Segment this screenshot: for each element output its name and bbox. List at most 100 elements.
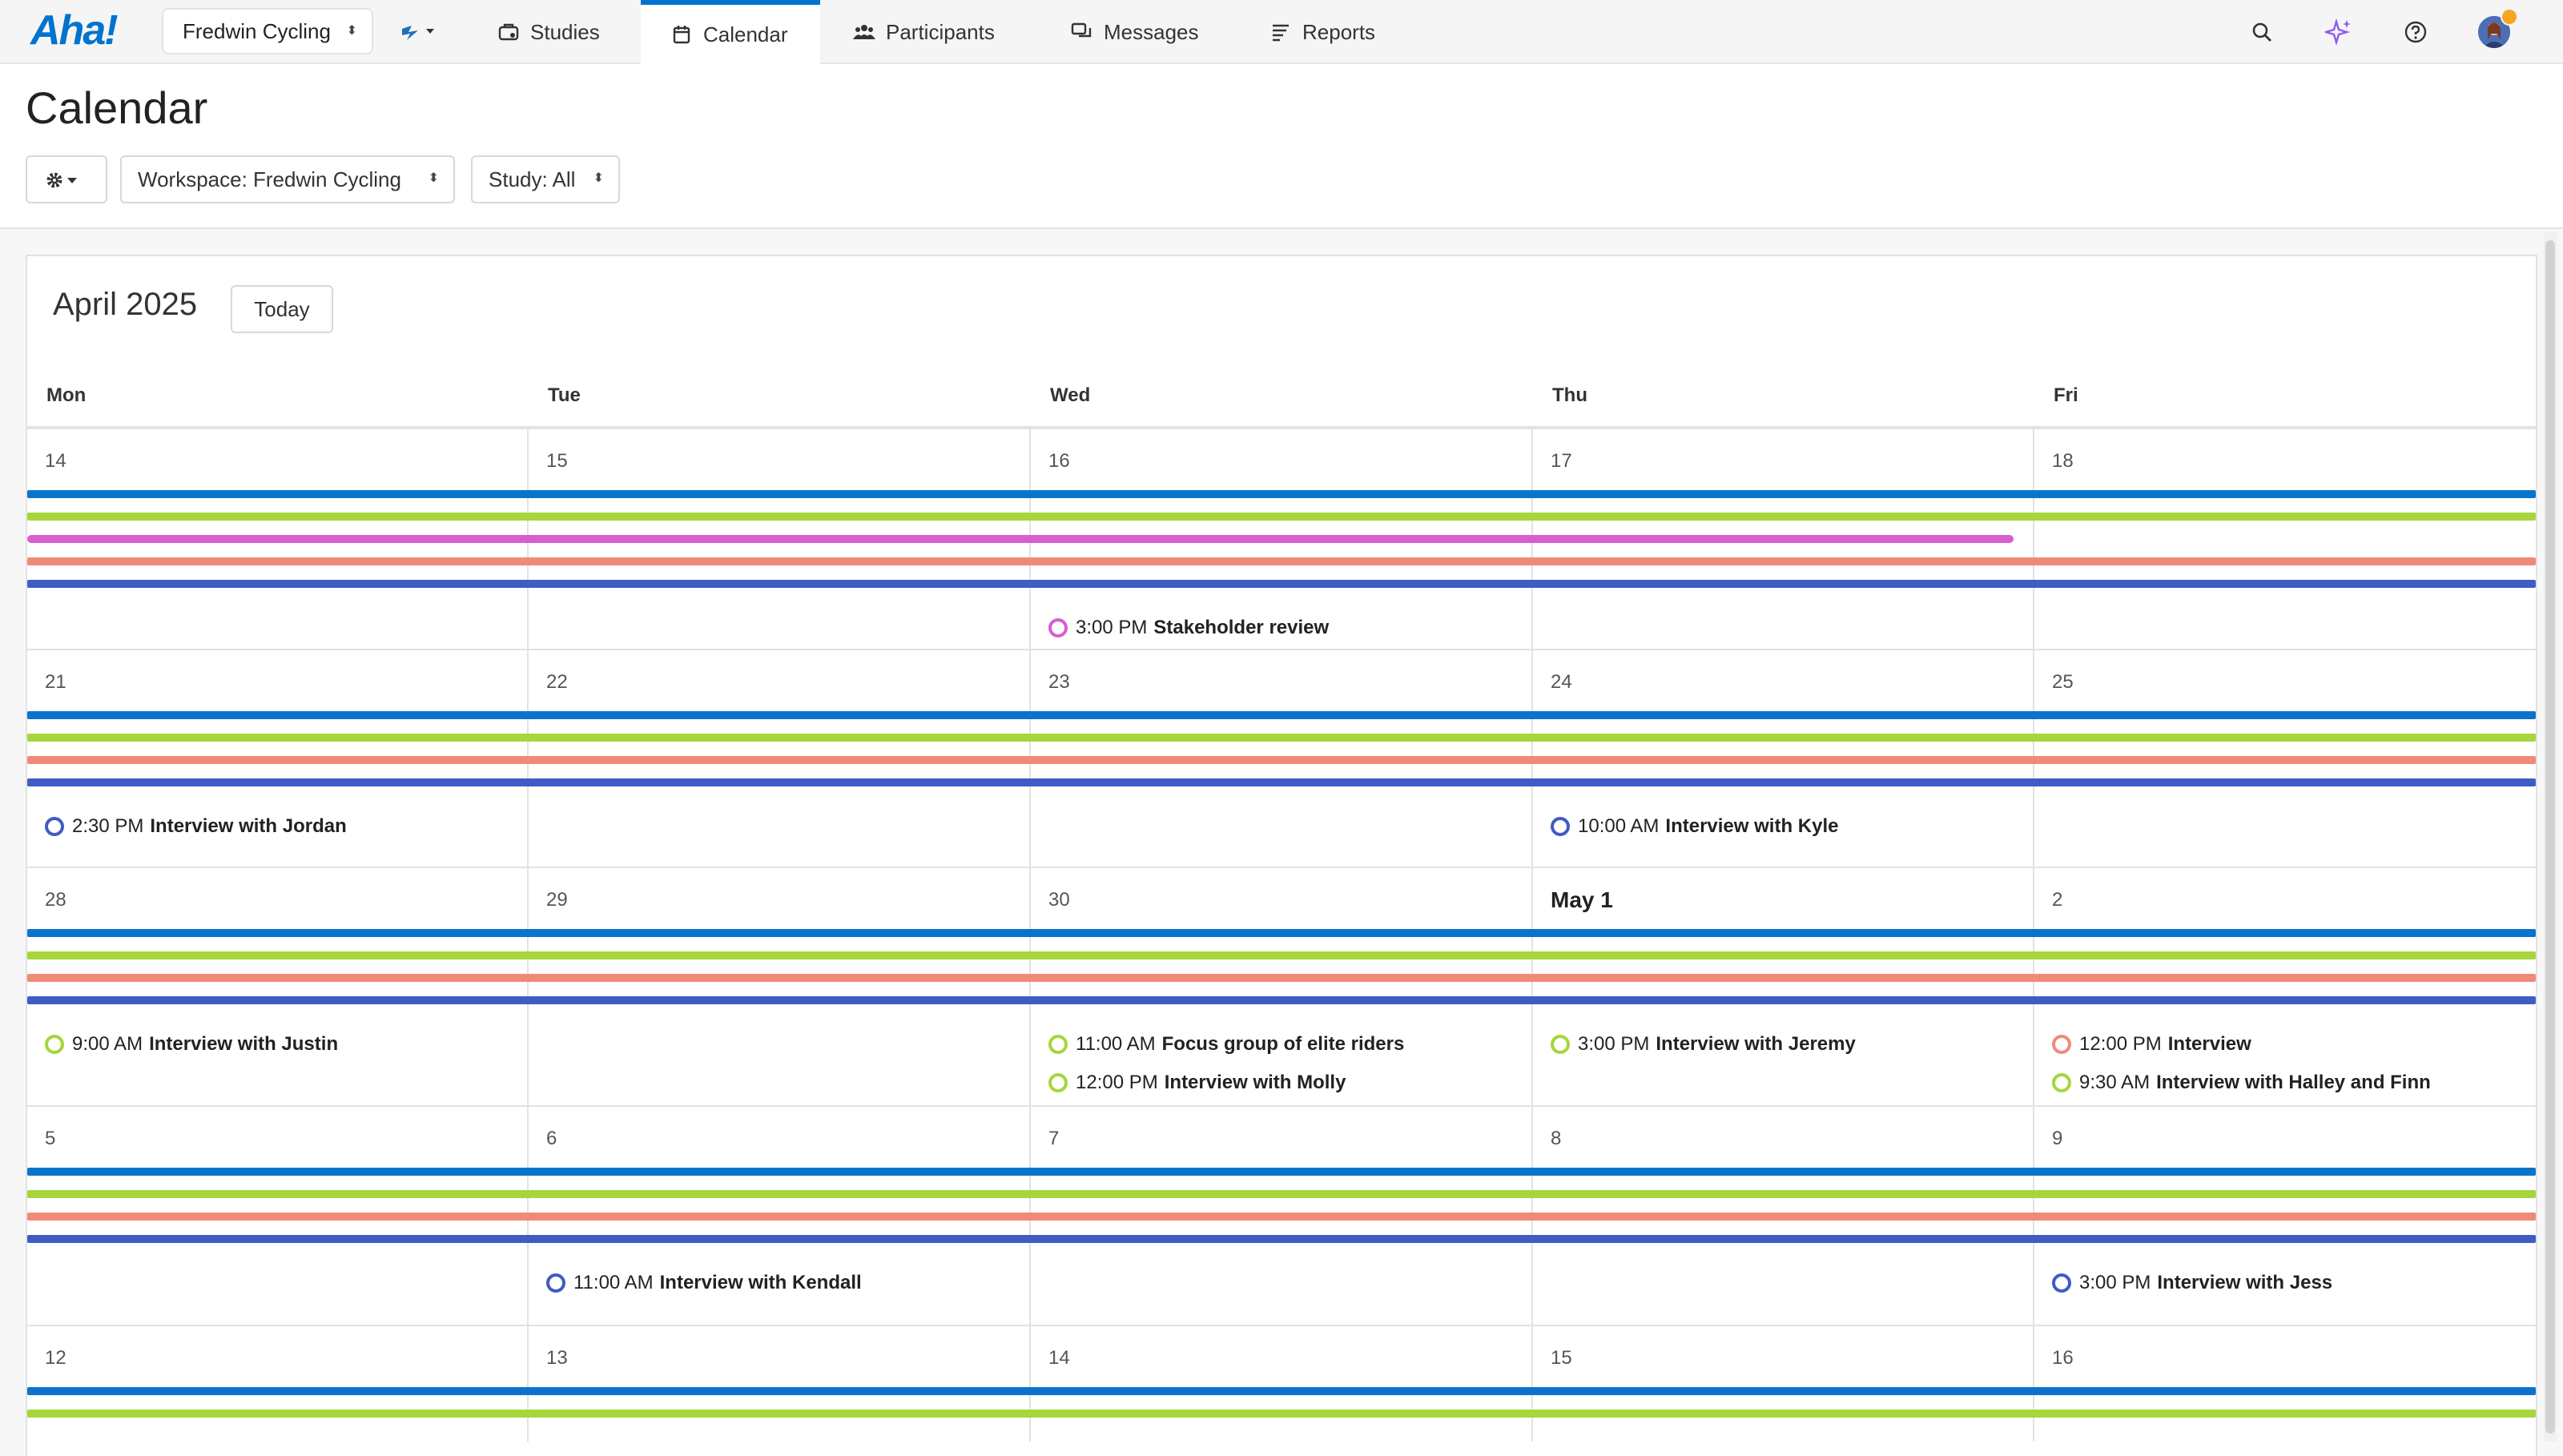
day-number[interactable]: 8: [1551, 1128, 1562, 1149]
calendar-event[interactable]: 12:00 PM Interview: [2052, 1033, 2251, 1056]
day-number[interactable]: 5: [45, 1128, 56, 1149]
settings-dropdown[interactable]: [26, 155, 107, 203]
event-time: 10:00 AM: [1578, 815, 1660, 837]
calendar-event[interactable]: 9:00 AM Interview with Justin: [45, 1033, 338, 1056]
day-number[interactable]: 30: [1048, 889, 1070, 911]
event-time: 12:00 PM: [2079, 1033, 2162, 1055]
nav-messages[interactable]: Messages: [1070, 0, 1199, 64]
user-avatar[interactable]: [2478, 16, 2510, 48]
calendar-event[interactable]: 3:00 PM Interview with Jeremy: [1551, 1033, 1856, 1056]
study-bar-green[interactable]: [27, 734, 2536, 742]
day-number[interactable]: 28: [45, 889, 66, 911]
study-bar-indigo[interactable]: [27, 778, 2536, 786]
workspace-switcher-label: Fredwin Cycling: [183, 19, 331, 43]
study-bar-indigo[interactable]: [27, 580, 2536, 588]
calendar-event[interactable]: 11:00 AM Interview with Kendall: [546, 1272, 862, 1294]
study-bar-salmon[interactable]: [27, 1213, 2536, 1221]
scrollbar-thumb[interactable]: [2545, 240, 2555, 1434]
today-button[interactable]: Today: [231, 285, 333, 333]
day-number[interactable]: 14: [1048, 1347, 1070, 1369]
day-number[interactable]: 13: [546, 1347, 568, 1369]
event-time: 3:00 PM: [2079, 1272, 2151, 1293]
study-bar-blue[interactable]: [27, 1387, 2536, 1395]
weekday-header: Wed: [1050, 384, 1091, 406]
search-button[interactable]: [2246, 16, 2278, 48]
day-number[interactable]: 6: [546, 1128, 557, 1149]
day-number[interactable]: 2: [2052, 889, 2063, 911]
calendar-event[interactable]: 11:00 AM Focus group of elite riders: [1048, 1033, 1404, 1056]
calendar-event[interactable]: 3:00 PM Interview with Jess: [2052, 1272, 2332, 1294]
calendar-event[interactable]: 3:00 PM Stakeholder review: [1048, 617, 1329, 639]
quick-actions-dropdown[interactable]: [399, 18, 447, 46]
day-number[interactable]: 17: [1551, 450, 1572, 472]
study-bar-indigo[interactable]: [27, 996, 2536, 1004]
event-status-ring-icon: [1048, 1073, 1068, 1092]
nav-calendar[interactable]: Calendar: [641, 0, 820, 64]
study-bar-pink[interactable]: [27, 535, 2014, 543]
day-number[interactable]: 25: [2052, 671, 2074, 693]
day-number[interactable]: 23: [1048, 671, 1070, 693]
event-status-ring-icon: [1551, 817, 1570, 836]
day-number[interactable]: 12: [45, 1347, 66, 1369]
day-number[interactable]: 29: [546, 889, 568, 911]
help-icon: [2404, 21, 2427, 43]
month-title: April 2025: [53, 287, 198, 322]
calendar-event[interactable]: 12:00 PM Interview with Molly: [1048, 1072, 1346, 1094]
study-bar-blue[interactable]: [27, 1168, 2536, 1176]
calendar-event[interactable]: 2:30 PM Interview with Jordan: [45, 815, 347, 838]
day-number[interactable]: 15: [546, 450, 568, 472]
calendar-event[interactable]: 10:00 AM Interview with Kyle: [1551, 815, 1838, 838]
calendar-event[interactable]: 9:30 AM Interview with Halley and Finn: [2052, 1072, 2431, 1094]
sort-arrows-icon: ⬍: [428, 171, 439, 185]
ai-assistant-button[interactable]: [2323, 16, 2355, 48]
event-time: 12:00 PM: [1076, 1072, 1158, 1093]
day-number[interactable]: 18: [2052, 450, 2074, 472]
day-number[interactable]: May 1: [1551, 887, 1613, 912]
sort-arrows-icon: ⬍: [346, 24, 357, 38]
week-divider: [26, 649, 2537, 650]
nav-calendar-label: Calendar: [703, 22, 788, 46]
event-title: Focus group of elite riders: [1161, 1033, 1405, 1055]
nav-reports[interactable]: Reports: [1269, 0, 1375, 64]
nav-participants[interactable]: Participants: [852, 0, 995, 64]
workspace-switcher[interactable]: Fredwin Cycling ⬍: [162, 8, 373, 54]
day-number[interactable]: 7: [1048, 1128, 1060, 1149]
day-number[interactable]: 15: [1551, 1347, 1572, 1369]
study-bar-indigo[interactable]: [27, 1235, 2536, 1243]
event-time: 3:00 PM: [1578, 1033, 1650, 1055]
event-time: 11:00 AM: [573, 1272, 654, 1293]
day-number[interactable]: 16: [1048, 450, 1070, 472]
nav-studies[interactable]: Studies: [497, 0, 600, 64]
event-title: Interview with Kyle: [1665, 815, 1839, 837]
study-bar-green[interactable]: [27, 513, 2536, 521]
study-bar-salmon[interactable]: [27, 974, 2536, 982]
study-bar-green[interactable]: [27, 1410, 2536, 1418]
event-status-ring-icon: [2052, 1273, 2071, 1293]
study-bar-salmon[interactable]: [27, 557, 2536, 565]
aha-logo[interactable]: Aha!: [30, 7, 119, 54]
day-number[interactable]: 21: [45, 671, 66, 693]
study-bar-green[interactable]: [27, 951, 2536, 959]
day-number[interactable]: 14: [45, 450, 66, 472]
help-button[interactable]: [2400, 16, 2432, 48]
day-number[interactable]: 22: [546, 671, 568, 693]
event-time: 11:00 AM: [1076, 1033, 1156, 1055]
study-bar-salmon[interactable]: [27, 756, 2536, 764]
nav-reports-label: Reports: [1302, 20, 1376, 44]
study-bar-blue[interactable]: [27, 929, 2536, 937]
study-filter[interactable]: Study: All ⬍: [471, 155, 620, 203]
study-bar-green[interactable]: [27, 1190, 2536, 1198]
event-time: 2:30 PM: [72, 815, 144, 837]
study-bar-blue[interactable]: [27, 711, 2536, 719]
study-bar-blue[interactable]: [27, 490, 2536, 498]
reports-icon: [1273, 24, 1289, 42]
page-title: Calendar: [26, 82, 208, 133]
event-status-ring-icon: [2052, 1035, 2071, 1054]
day-number[interactable]: 24: [1551, 671, 1572, 693]
day-number[interactable]: 16: [2052, 1347, 2074, 1369]
messages-icon: [1071, 22, 1092, 38]
event-status-ring-icon: [1048, 618, 1068, 638]
event-title: Interview with Kendall: [659, 1272, 862, 1293]
day-number[interactable]: 9: [2052, 1128, 2063, 1149]
workspace-filter[interactable]: Workspace: Fredwin Cycling ⬍: [120, 155, 455, 203]
